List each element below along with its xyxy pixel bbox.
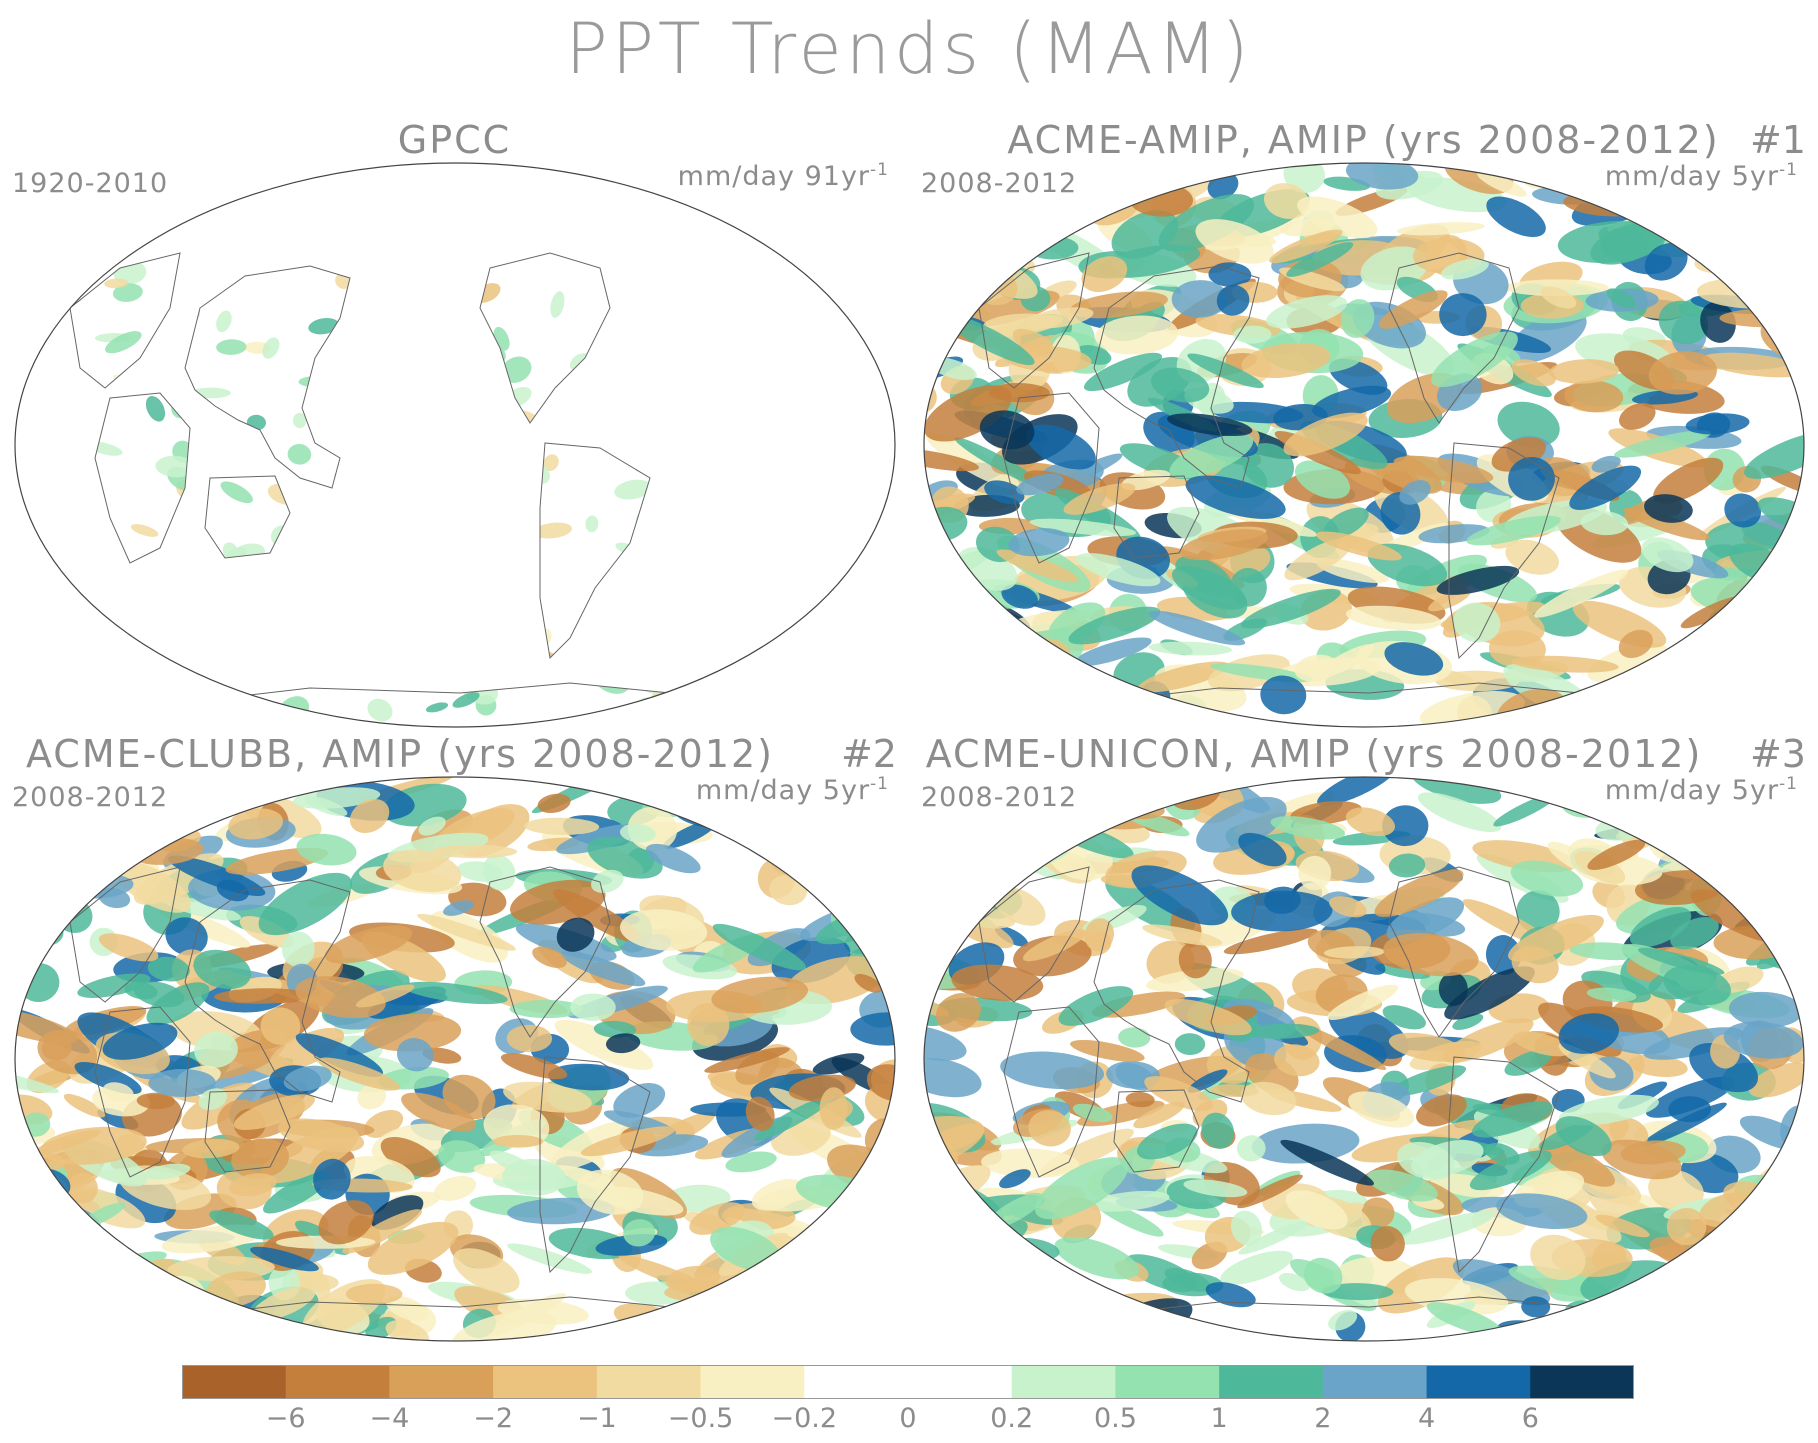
colorbar-tick-label: 2	[1314, 1403, 1332, 1434]
panel-title: ACME-AMIP, AMIP (yrs 2008-2012)	[1007, 118, 1720, 162]
colorbar	[182, 1365, 1634, 1399]
map-border	[923, 776, 1805, 1342]
panel-title: ACME-CLUBB, AMIP (yrs 2008-2012)	[25, 732, 775, 776]
precip-field	[924, 777, 1804, 1341]
colorbar-swatch	[1426, 1365, 1531, 1399]
coastline	[978, 252, 1621, 727]
colorbar-swatch	[1530, 1365, 1634, 1399]
colorbar-swatch	[1322, 1365, 1428, 1399]
colorbar-swatch	[804, 1365, 909, 1399]
colorbar-tick-label: −6	[265, 1403, 306, 1434]
colorbar-tick-label: −0.2	[771, 1403, 838, 1434]
panel-years: 2008-2012	[921, 168, 1078, 199]
colorbar-swatch	[493, 1365, 598, 1399]
panel-units: mm/day 5yr-1	[695, 774, 889, 806]
colorbar-tick-label: 0.2	[990, 1403, 1034, 1434]
colorbar-tick-label: −1	[576, 1403, 617, 1434]
panel-units: mm/day 5yr-1	[1604, 774, 1798, 806]
map-border	[14, 162, 896, 728]
colorbar-border	[182, 1365, 1634, 1399]
panel-number: #2	[840, 732, 897, 776]
map-acme-amip	[923, 162, 1805, 728]
colorbar-tick-label: 4	[1417, 1403, 1436, 1434]
map-border	[14, 776, 896, 1342]
map-border	[923, 162, 1805, 728]
colorbar-tick-label: −2	[473, 1403, 514, 1434]
colorbar-tick-label: −4	[369, 1403, 410, 1434]
colorbar-swatch	[1011, 1365, 1116, 1399]
coastline	[69, 252, 712, 727]
colorbar-swatch	[700, 1365, 805, 1399]
panel-acme-unicon: ACME-UNICON, AMIP (yrs 2008-2012) #3 200…	[909, 732, 1818, 1352]
panel-years: 1920-2010	[12, 168, 169, 199]
map-acme-unicon	[923, 776, 1805, 1342]
precip-field	[924, 163, 1804, 727]
colorbar-swatch	[1115, 1365, 1220, 1399]
colorbar-labels: −6 −4 −2 −1 −0.5 −0.2 0 0.2 0.5 1 2 4 6	[182, 1403, 1634, 1443]
panel-number: #3	[1749, 732, 1806, 776]
panel-years: 2008-2012	[12, 782, 169, 813]
panel-title: ACME-UNICON, AMIP (yrs 2008-2012)	[925, 732, 1703, 776]
panel-title: GPCC	[397, 118, 512, 162]
panel-years: 2008-2012	[921, 782, 1078, 813]
colorbar-swatch	[908, 1365, 1013, 1399]
colorbar-tick-label: −0.5	[667, 1403, 734, 1434]
colorbar-swatch	[182, 1365, 287, 1399]
panel-acme-clubb: ACME-CLUBB, AMIP (yrs 2008-2012) #2 2008…	[0, 732, 909, 1352]
panel-number: #1	[1749, 118, 1806, 162]
coastline	[978, 866, 1621, 1341]
map-acme-clubb	[14, 776, 896, 1342]
colorbar-tick-label: 1	[1210, 1403, 1228, 1434]
coastline	[69, 866, 712, 1341]
colorbar-swatch	[285, 1365, 390, 1399]
precip-field	[15, 777, 895, 1341]
colorbar-swatch	[596, 1365, 702, 1399]
panel-units: mm/day 91yr-1	[677, 160, 889, 192]
precip-field	[15, 163, 895, 727]
panel-gpcc: GPCC 1920-2010 mm/day 91yr-1	[0, 118, 909, 738]
colorbar-tick-label: 0	[899, 1403, 917, 1434]
colorbar-swatch	[1219, 1365, 1324, 1399]
colorbar-tick-label: 6	[1521, 1403, 1539, 1434]
colorbar-swatch	[389, 1365, 494, 1399]
panel-acme-amip: ACME-AMIP, AMIP (yrs 2008-2012) #1 2008-…	[909, 118, 1818, 738]
panel-units: mm/day 5yr-1	[1604, 160, 1798, 192]
figure-title: PPT Trends (MAM)	[565, 8, 1253, 90]
colorbar-tick-label: 0.5	[1093, 1403, 1137, 1434]
map-gpcc	[14, 162, 896, 728]
